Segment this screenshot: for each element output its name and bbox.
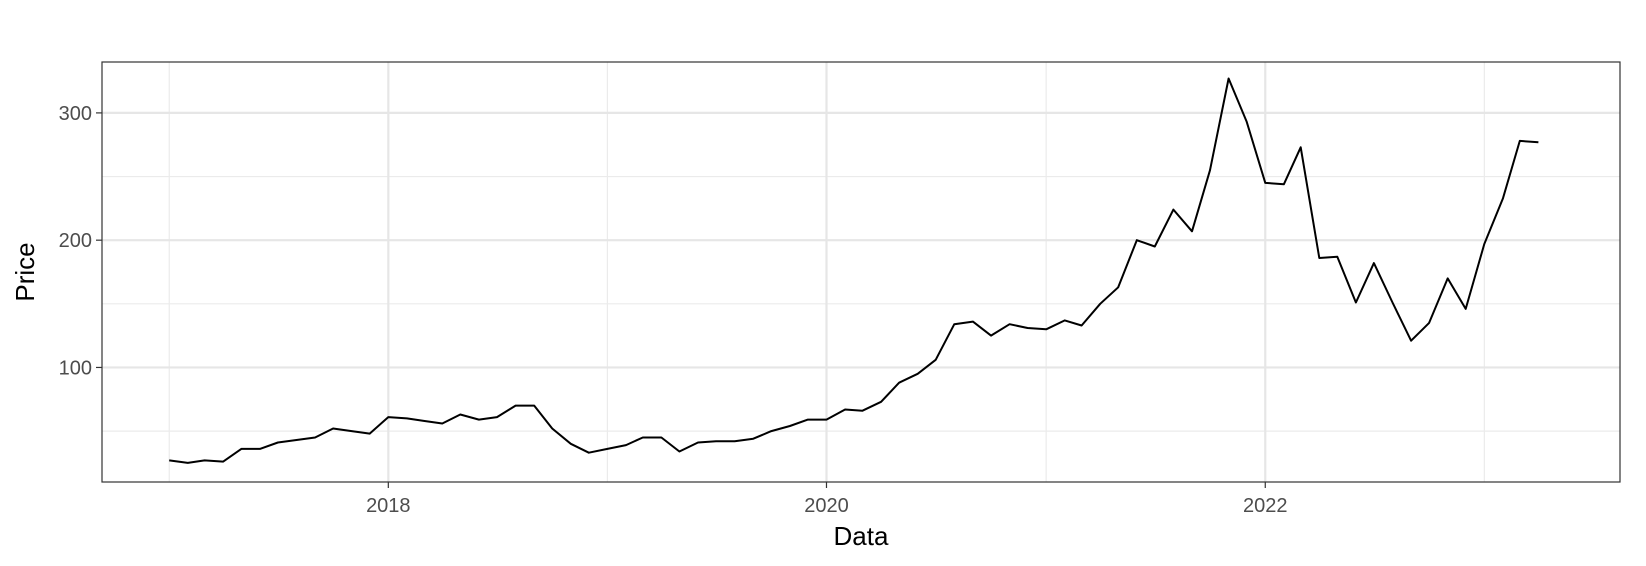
minor-gridlines — [102, 62, 1620, 482]
price-series-line — [169, 77, 1539, 464]
y-axis-title: Price — [10, 242, 40, 301]
x-axis-title: Data — [834, 521, 889, 551]
y-axis-ticks: 100 200 300 — [59, 103, 102, 379]
y-tick-label: 300 — [59, 103, 92, 125]
x-axis-ticks: 2018 2020 2022 — [366, 482, 1288, 517]
plot-panel — [102, 62, 1620, 482]
major-gridlines — [102, 62, 1620, 482]
y-tick-label: 100 — [59, 357, 92, 379]
x-tick-label: 2020 — [804, 495, 849, 517]
plot-border — [101, 61, 1621, 483]
x-tick-label: 2022 — [1243, 495, 1288, 517]
y-tick-label: 200 — [59, 230, 92, 252]
x-tick-label: 2018 — [366, 495, 411, 517]
